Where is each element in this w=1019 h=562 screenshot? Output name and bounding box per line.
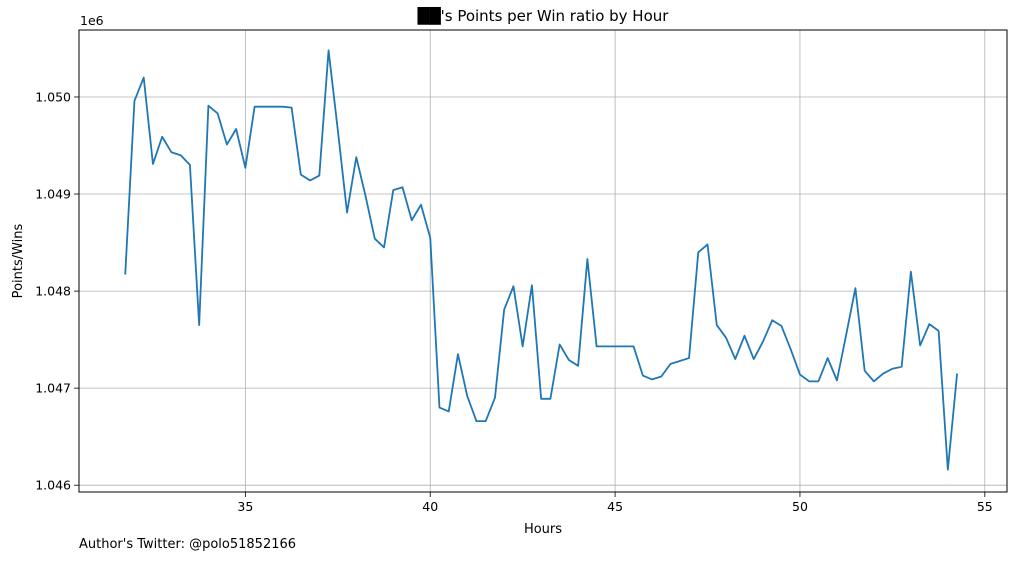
y-tick-label: 1.050	[35, 89, 71, 104]
chart-title: ██'s Points per Win ratio by Hour	[417, 6, 670, 25]
y-axis-ticks: 1.046 1.047 1.048 1.049 1.050	[35, 89, 79, 493]
y-axis-label: Points/Wins	[11, 223, 26, 298]
grid	[79, 30, 1007, 492]
plot-frame	[78, 29, 1008, 493]
y-tick-label: 1.049	[35, 187, 71, 202]
x-tick-label: 50	[792, 499, 808, 514]
y-offset-label: 1e6	[80, 13, 104, 28]
series-layer	[124, 49, 958, 471]
author-credit: Author's Twitter: @polo51852166	[79, 537, 297, 552]
x-tick-label: 40	[422, 499, 438, 514]
x-tick-label: 45	[607, 499, 623, 514]
x-axis-ticks: 35 40 45 50 55	[237, 492, 993, 514]
y-tick-label: 1.046	[35, 478, 71, 493]
x-tick-label: 55	[977, 499, 993, 514]
x-tick-label: 35	[237, 499, 253, 514]
y-tick-label: 1.047	[35, 381, 71, 396]
y-tick-label: 1.048	[35, 284, 71, 299]
series-line	[124, 49, 958, 471]
x-axis-label: Hours	[524, 522, 562, 537]
